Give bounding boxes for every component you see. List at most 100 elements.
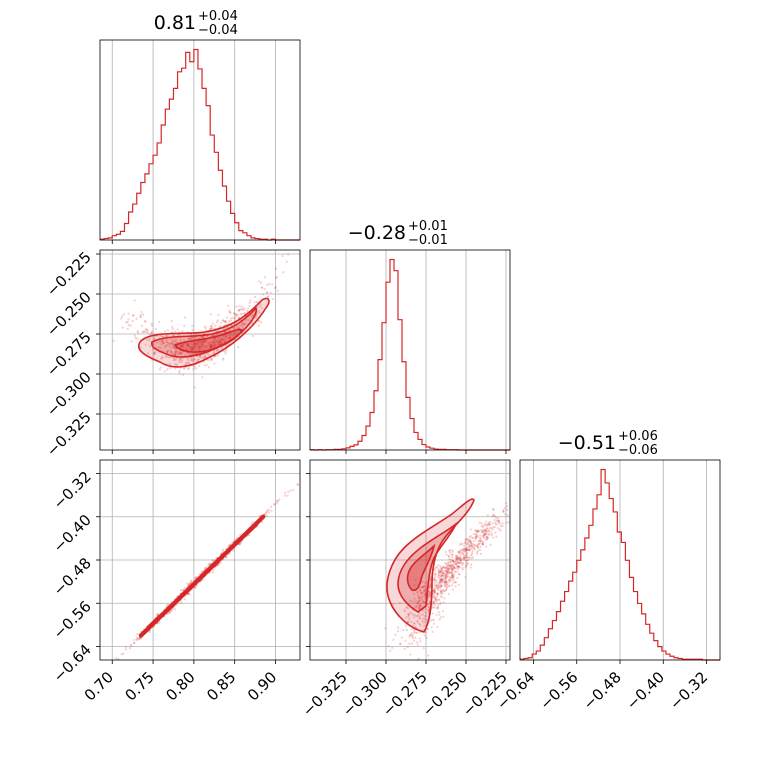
- pair-panel-0-1-sample: [173, 353, 176, 356]
- pair-panel-1-2-sample: [421, 613, 425, 616]
- pair-panel-0-1-sample: [202, 341, 205, 344]
- pair-panel-1-2-sample: [424, 618, 427, 621]
- pair-panel-1-2-sample: [490, 527, 493, 530]
- pair-panel-0-1-sample: [209, 312, 212, 316]
- pair-panel-0-1-sample: [213, 350, 216, 353]
- pair-panel-1-2-sample: [436, 594, 439, 597]
- pair-panel-1-2-sample: [459, 562, 462, 565]
- pair-panel-1-2-sample: [435, 566, 438, 569]
- pair-panel-1-2-sample: [456, 570, 459, 573]
- pair-panel-1-2-sample: [441, 570, 444, 573]
- pair-panel-0-1-sample: [197, 341, 200, 344]
- pair-panel-0-1-sample: [174, 363, 177, 366]
- pair-panel-0-1-sample: [225, 335, 228, 338]
- pair-panel-0-1-sample: [222, 335, 226, 338]
- pair-panel-0-1-sample: [237, 309, 240, 312]
- pair-panel-1-2-sample: [439, 578, 442, 581]
- pair-panel-0-1-sample: [198, 340, 201, 343]
- pair-panel-1-2-sample: [436, 592, 439, 595]
- pair-panel-1-2-sample: [459, 551, 463, 554]
- pair-panel-1-2-sample: [447, 570, 450, 573]
- pair-panel-1-2-sample: [456, 558, 459, 561]
- pair-panel-0-1-sample: [164, 345, 167, 348]
- pair-panel-0-1-sample: [192, 340, 195, 344]
- pair-panel-0-1-sample: [125, 321, 128, 324]
- pair-panel-0-1-sample: [196, 343, 199, 346]
- pair-panel-0-1-sample: [163, 346, 167, 349]
- ytick-label-1-4: −0.225: [43, 248, 95, 300]
- pair-panel-1-2-sample: [433, 569, 437, 572]
- pair-panel-1-2-sample: [465, 548, 469, 551]
- pair-panel-0-1-sample: [186, 368, 190, 371]
- pair-panel-0-2-sample: [207, 562, 211, 565]
- pair-panel-0-1-sample: [218, 343, 221, 346]
- pair-panel-0-1-sample: [178, 371, 181, 374]
- pair-panel-1-2-sample: [448, 558, 451, 561]
- pair-panel-0-1-sample: [225, 334, 229, 337]
- pair-panel-0-1-sample: [136, 330, 139, 333]
- pair-panel-1-2-sample: [487, 529, 490, 532]
- pair-panel-1-2-sample: [466, 562, 470, 565]
- pair-panel-1-2-sample: [436, 587, 439, 590]
- pair-panel-0-1-sample: [190, 358, 194, 361]
- pair-panel-1-2-sample: [432, 618, 435, 622]
- pair-panel-0-1-sample: [197, 345, 200, 348]
- pair-panel-1-2-sample: [415, 605, 418, 608]
- pair-panel-0-1-sample: [142, 313, 145, 316]
- pair-panel-0-1-sample: [239, 324, 242, 327]
- pair-panel-1-2-sample: [492, 513, 495, 517]
- pair-panel-1-2-sample: [444, 581, 448, 584]
- pair-panel-0-1-sample: [238, 309, 241, 312]
- pair-panel-1-2-sample: [445, 585, 448, 588]
- pair-panel-1-2-sample: [479, 545, 482, 548]
- pair-panel-1-2-sample: [441, 592, 444, 595]
- pair-panel-0-2-sample: [135, 637, 139, 641]
- pair-panel-1-2-sample: [421, 619, 424, 622]
- pair-panel-1-2-sample: [464, 575, 467, 579]
- pair-panel-1-2-sample: [454, 567, 458, 570]
- pair-panel-1-2-sample: [450, 569, 453, 573]
- pair-panel-0-1-sample: [209, 345, 212, 348]
- hist-panel-0-frame: [99, 39, 301, 241]
- pair-panel-0-1-sample: [186, 342, 190, 346]
- pair-panel-0-1-sample: [224, 330, 227, 334]
- pair-panel-0-2-sample: [204, 566, 208, 569]
- pair-panel-0-1-sample: [228, 329, 231, 332]
- pair-panel-0-1-sample: [191, 353, 194, 356]
- pair-panel-0-1-sample: [165, 355, 169, 358]
- pair-panel-1-2-sample: [441, 574, 444, 578]
- pair-panel-1-2-sample: [438, 574, 441, 577]
- pair-panel-0-1-sample: [162, 341, 165, 345]
- pair-panel-0-1-sample: [198, 346, 201, 349]
- pair-panel-1-2-sample: [466, 559, 469, 562]
- pair-panel-0-1-sample: [177, 352, 181, 355]
- pair-panel-0-1-sample: [213, 343, 216, 347]
- pair-panel-1-2-sample: [484, 538, 487, 542]
- pair-panel-0-1-sample: [131, 319, 134, 323]
- pair-panel-0-1-sample: [173, 367, 177, 370]
- pair-panel-0-1-sample: [199, 343, 203, 346]
- pair-panel-0-2-sample: [115, 657, 118, 660]
- pair-panel-1-2-sample: [439, 581, 443, 584]
- pair-panel-1-2-sample: [409, 611, 412, 614]
- pair-panel-1-2-sample: [483, 533, 486, 537]
- pair-panel-0-2-sample: [187, 592, 190, 595]
- pair-panel-0-1-sample: [222, 350, 226, 353]
- pair-panel-1-2-sample: [442, 566, 445, 569]
- pair-panel-1-2-sample: [474, 533, 477, 536]
- pair-panel-1-2-sample: [408, 642, 411, 645]
- pair-panel-1-2-sample: [506, 514, 509, 517]
- pair-panel-0-1-sample: [182, 367, 186, 370]
- pair-panel-1-2-sample: [466, 543, 469, 546]
- pair-panel-0-1-sample: [186, 344, 190, 348]
- pair-panel-1-2-sample: [433, 591, 437, 595]
- pair-panel-1-2-sample: [450, 572, 453, 575]
- pair-panel-0-1-sample: [206, 352, 209, 355]
- pair-panel-0-1-sample: [281, 254, 284, 257]
- pair-panel-1-2-sample: [400, 636, 403, 639]
- pair-panel-1-2-sample: [407, 612, 410, 616]
- pair-panel-0-1-sample: [220, 337, 223, 340]
- pair-panel-1-2-sample: [452, 560, 455, 563]
- pair-panel-0-1-sample: [201, 343, 204, 347]
- pair-panel-1-2-sample: [429, 619, 432, 622]
